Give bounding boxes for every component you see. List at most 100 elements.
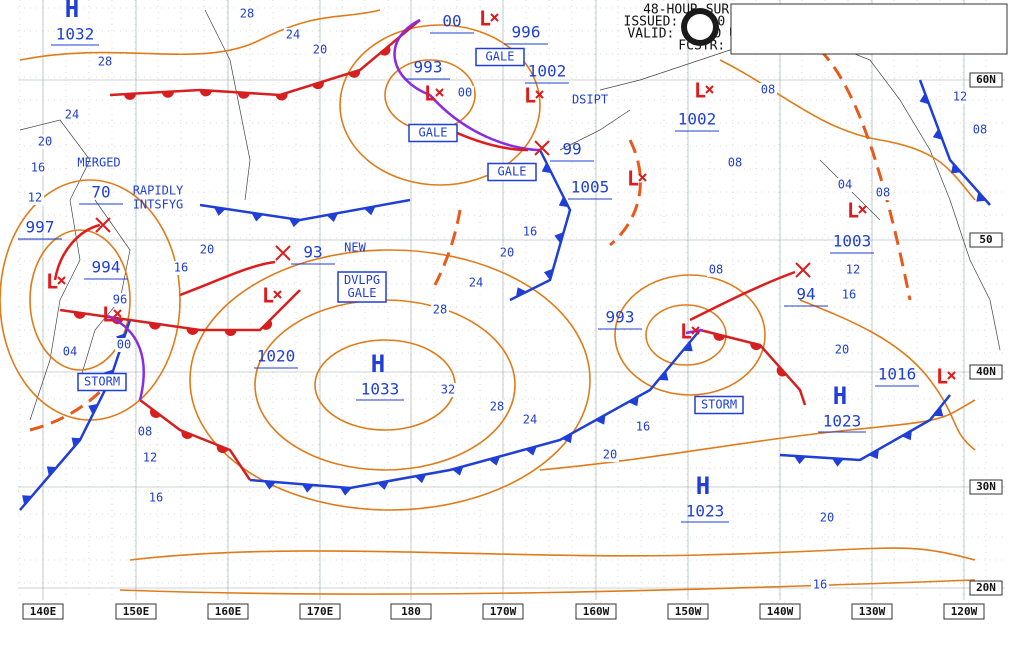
cold-symbol [339,487,352,496]
latitude-label: 40N [976,365,996,378]
cold-symbol [363,206,376,216]
cold-triangle [543,268,554,281]
isobar-label-bg [198,243,216,257]
isobar-label: 24 [286,28,300,42]
pressure-label: 93 [303,243,322,262]
isobar-label: 20 [820,511,834,525]
trough [818,48,912,301]
warm-symbol [275,92,288,101]
longitude-label: 140W [767,605,794,618]
forecast-x [275,245,291,261]
header-frame [730,3,1008,55]
isobar-label: 16 [174,261,188,275]
warm-symbol [150,408,161,418]
lon-box [207,603,249,620]
warm-front [699,328,807,406]
isobar-label-bg [63,108,81,122]
warm-semicircle [149,322,161,330]
cold-symbol [488,456,501,466]
isobar-label-bg [29,161,47,175]
low-symbol: L [102,303,114,327]
low-symbol: L [936,365,948,389]
lon-box [851,603,893,620]
cold-triangle [326,213,339,222]
cold-symbol [561,433,573,444]
cold-symbol [868,449,879,460]
cold-front [918,79,991,206]
high-pressure: 1032 [56,25,95,44]
lon-box [759,603,801,620]
isobar-label-bg [488,400,506,414]
lon-box [667,603,709,620]
cold-triangle [71,437,82,448]
low-x [691,326,700,335]
low-symbol: L [524,84,536,108]
longitude-label: 160W [583,605,610,618]
warm-symbol [224,330,237,336]
isobar-label-bg [136,425,154,439]
cold-triangle [658,370,669,381]
warm-front [59,289,301,332]
isobar-label: 08 [138,425,152,439]
isobar-label: 16 [636,420,650,434]
cold-triangle [976,191,987,202]
cold-triangle [868,449,879,460]
lat-box [969,479,1003,495]
isobar-label-bg [844,263,862,277]
cold-triangle [595,414,606,425]
low-x [858,205,867,214]
isobar-label-bg [811,578,829,592]
lat-box [969,232,1003,248]
pressure-label: 00 [442,12,461,31]
cold-symbol [88,403,99,415]
cold-symbol [452,466,464,476]
feature-label: MERGED [77,156,120,170]
isobar-label-bg [836,178,854,192]
isobar-label-bg [147,491,165,505]
isobar-label-bg [971,123,989,137]
cold-symbol [213,207,226,216]
feature-label: INTSFYG [133,198,184,212]
boxed-label: DVLPG [344,273,380,287]
pressure-label: 1016 [878,365,917,384]
warm-semicircle [776,366,787,377]
high-symbol: H [696,472,710,500]
footer-band [0,628,1024,652]
high-pressure: 1033 [361,380,400,399]
cold-symbol [326,213,339,222]
cold-symbol [46,466,57,477]
warm-semicircle [150,408,161,418]
warm-symbol [199,89,212,97]
isobars [0,9,976,595]
isobar-label: 08 [876,186,890,200]
isobar-label-bg [818,511,836,525]
isobar [189,249,591,511]
high-symbol: H [65,0,79,23]
high-symbol: H [371,350,385,378]
isobar-label: 12 [953,90,967,104]
isobar-label-bg [521,413,539,427]
isobar [614,274,766,396]
pressure-label: 1005 [571,178,610,197]
cold-triangle [22,495,33,506]
noaa-logo-inner [687,14,713,40]
warm-symbol [73,311,86,319]
low-x [273,290,282,299]
boxed-label: GALE [486,50,515,64]
warm-semicircle [237,92,250,99]
isobar-label-bg [759,83,777,97]
header-box [681,3,1008,55]
boxed-label: STORM [701,398,737,412]
longitude-label: 170E [307,605,334,618]
longitude-label: 170W [490,605,517,618]
warm-semicircle [199,89,212,97]
cold-symbol [22,495,33,506]
cold-symbol [525,446,537,456]
low-symbol: L [694,79,706,103]
isobar-label: 12 [28,191,42,205]
warm-semicircle [73,311,86,319]
lat-box [969,72,1003,88]
warm-semicircle [181,430,193,439]
cold-symbol [932,128,943,140]
cold-triangle [488,456,501,466]
